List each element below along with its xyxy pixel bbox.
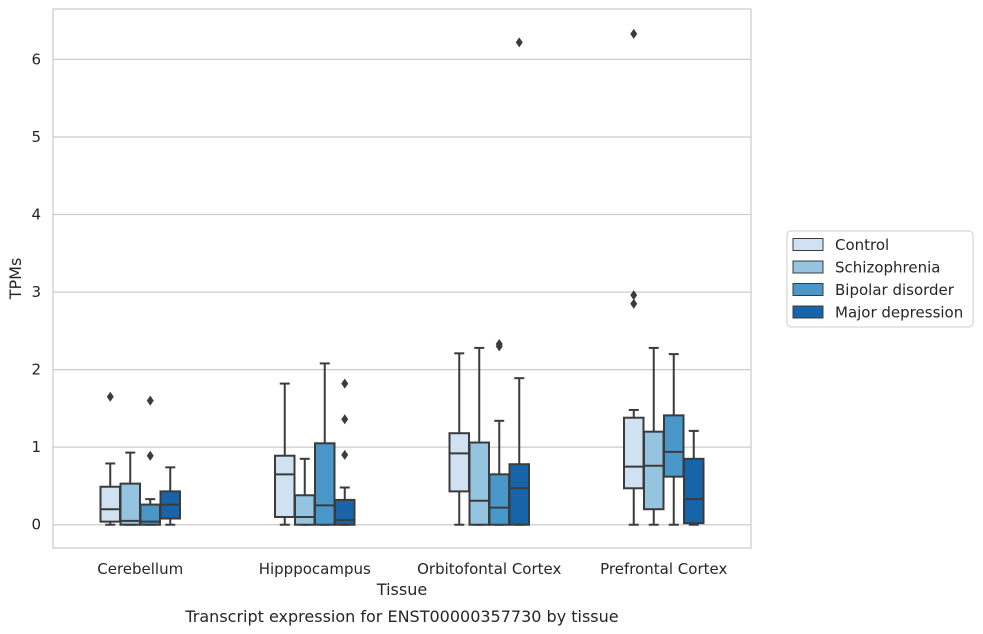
y-tick-label: 6 <box>31 50 41 68</box>
gridlines <box>53 58 751 526</box>
outlier-point <box>630 28 638 39</box>
box-groups <box>99 28 705 526</box>
y-tick-label: 2 <box>31 361 41 379</box>
y-tick-label: 3 <box>31 283 41 301</box>
x-tick-label: Prefrontal Cortex <box>600 560 727 578</box>
y-axis-title: TPMs <box>6 258 25 301</box>
outlier-point <box>146 450 154 461</box>
iqr-box <box>448 432 470 493</box>
iqr-box <box>508 463 530 526</box>
box-bipolar-disorder <box>488 339 510 526</box>
outlier-point <box>341 414 349 425</box>
outlier-point <box>630 298 638 309</box>
iqr-box <box>683 457 705 525</box>
outlier-point <box>106 391 114 402</box>
legend-frame <box>786 230 974 328</box>
box-major-depression <box>159 466 181 526</box>
outlier-point <box>515 37 523 48</box>
legend-swatch <box>792 238 824 251</box>
y-tick-label: 1 <box>31 438 41 456</box>
box-schizophrenia <box>119 451 141 526</box>
legend-label: Bipolar disorder <box>835 281 955 299</box>
box-major-depression <box>508 37 530 526</box>
outlier-point <box>341 378 349 389</box>
box-major-depression <box>683 429 705 526</box>
legend: Control Schizophrenia Bipolar disorder Majo… <box>786 230 974 328</box>
outlier-point <box>146 395 154 406</box>
legend-label: Schizophrenia <box>835 259 940 277</box>
box-schizophrenia <box>294 457 316 526</box>
outlier-point <box>341 449 349 460</box>
outlier-point <box>630 290 638 301</box>
legend-label: Control <box>835 236 889 254</box>
legend-swatch <box>792 260 824 274</box>
x-tick-label: Hipppocampus <box>259 560 371 578</box>
box-control <box>274 382 296 526</box>
y-tick-label: 0 <box>31 516 41 534</box>
y-tick-label: 4 <box>31 206 41 224</box>
box-bipolar-disorder <box>663 353 685 526</box>
x-tick-label: Cerebellum <box>97 560 183 578</box>
plot-frame <box>52 8 752 549</box>
legend-label: Major depression <box>835 304 963 322</box>
x-tick-labels: Cerebellum Hipppocampus Orbitofontal Corte… <box>97 560 727 578</box>
y-tick-label: 5 <box>31 128 41 146</box>
box-schizophrenia <box>468 346 490 526</box>
legend-swatch <box>792 283 824 296</box>
box-schizophrenia <box>643 346 665 526</box>
x-tick-label: Orbitofontal Cortex <box>417 560 561 578</box>
box-control <box>623 28 645 526</box>
iqr-box <box>99 485 121 523</box>
iqr-box <box>488 473 510 526</box>
box-major-depression <box>334 378 356 526</box>
iqr-box <box>468 441 490 526</box>
box-bipolar-disorder <box>139 395 161 526</box>
iqr-box <box>294 494 316 526</box>
iqr-box <box>119 482 141 526</box>
iqr-box <box>334 498 356 526</box>
iqr-box <box>274 454 296 518</box>
chart-caption: Transcript expression for ENST0000035773… <box>184 607 618 626</box>
x-axis-title: Tissue <box>376 580 427 599</box>
box-control <box>99 391 121 526</box>
iqr-box <box>663 414 685 478</box>
iqr-box <box>314 442 336 526</box>
iqr-box <box>643 430 665 511</box>
y-tick-labels: 0 1 2 3 4 5 6 <box>31 50 41 533</box>
outlier-point <box>495 339 503 350</box>
legend-swatch <box>792 305 824 319</box>
iqr-box <box>623 416 645 490</box>
box-control <box>448 352 470 526</box>
box-bipolar-disorder <box>314 362 336 526</box>
